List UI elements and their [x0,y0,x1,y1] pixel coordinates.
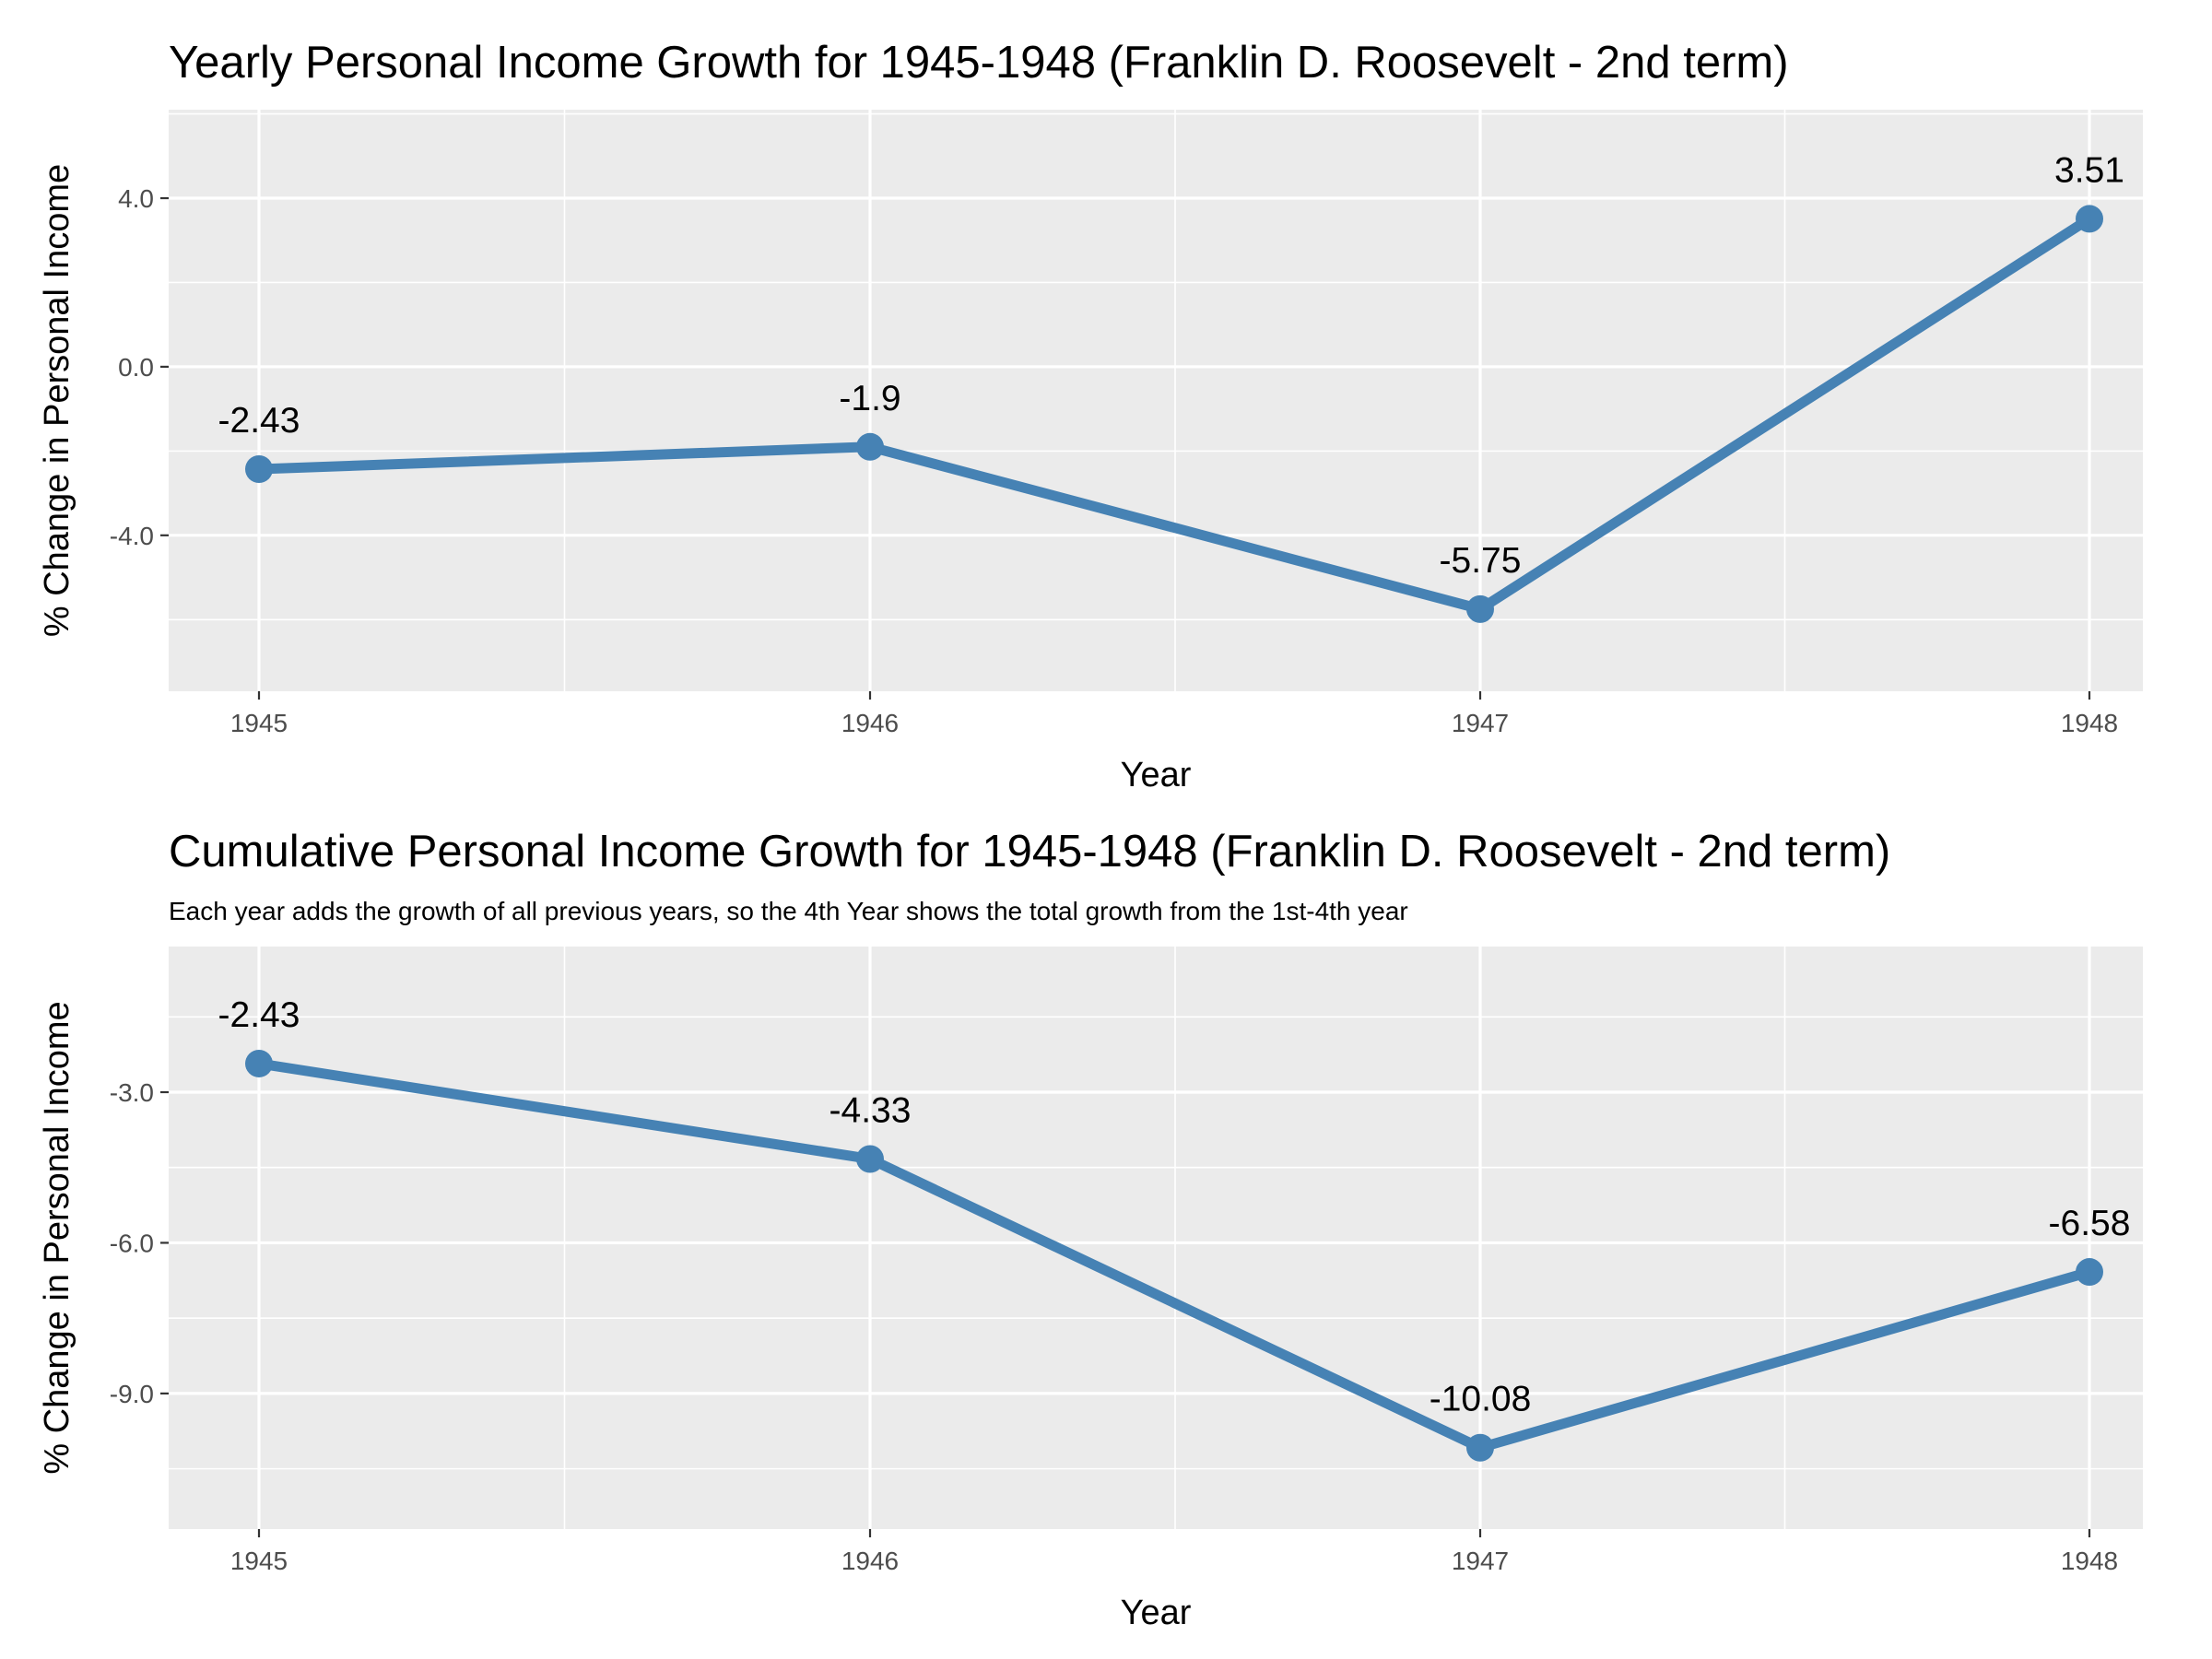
x-tick-label: 1945 [230,709,288,737]
chart-subtitle: Each year adds the growth of all previou… [169,897,1408,925]
x-tick-label: 1948 [2061,1547,2118,1575]
data-point [856,432,884,461]
axis-ticks [160,1090,2091,1537]
cumulative-growth-chart: Cumulative Personal Income Growth for 19… [38,827,2143,1632]
data-labels: -2.43 -4.33 -10.08 -6.58 [218,995,2131,1419]
data-point [1466,1433,1494,1462]
data-label: -5.75 [1440,541,1522,581]
gridlines [169,947,2143,1529]
tick-labels: 4.0 0.0 -4.0 1945 1946 1947 1948 [110,184,2118,737]
data-label: -4.33 [830,1090,912,1130]
y-tick-label: -3.0 [110,1078,154,1107]
y-tick-label: 0.0 [118,353,154,382]
x-tick-label: 1946 [841,709,899,737]
yearly-growth-chart: Yearly Personal Income Growth for 1945-1… [38,38,2143,794]
y-tick-label: -6.0 [110,1229,154,1257]
data-point [2076,205,2103,233]
data-point [245,1049,273,1077]
chart-title: Cumulative Personal Income Growth for 19… [169,827,1890,877]
x-tick-label: 1948 [2061,709,2118,737]
x-tick-label: 1946 [841,1547,899,1575]
x-tick-label: 1947 [1452,709,1509,737]
y-axis-title: % Change in Personal Income [38,164,76,637]
data-label: -10.08 [1430,1380,1532,1419]
axis-ticks [160,196,2091,700]
chart-title: Yearly Personal Income Growth for 1945-1… [169,38,1789,88]
data-label: 3.51 [2054,150,2124,190]
x-tick-label: 1945 [230,1547,288,1575]
series-line [258,1058,2091,1453]
series-layer [245,1049,2103,1462]
gridlines [169,110,2143,691]
data-label: -2.43 [218,995,300,1035]
y-tick-label: 4.0 [118,184,154,213]
y-tick-label: -4.0 [110,522,154,550]
series-line [258,214,2092,615]
plot-panel [169,947,2143,1529]
data-point [2076,1258,2103,1287]
series-layer [245,205,2103,623]
x-axis-title: Year [1121,756,1192,794]
data-point [245,455,273,484]
tick-labels: -3.0 -6.0 -9.0 1945 1946 1947 1948 [110,1078,2118,1575]
data-label: -1.9 [839,379,900,418]
data-labels: -2.43 -1.9 -5.75 3.51 [218,150,2124,580]
data-point [856,1145,884,1173]
x-axis-title: Year [1121,1594,1192,1632]
y-tick-label: -9.0 [110,1380,154,1408]
x-tick-label: 1947 [1452,1547,1509,1575]
data-label: -2.43 [218,401,300,441]
data-point [1466,594,1494,623]
data-label: -6.58 [2049,1204,2131,1243]
y-axis-title: % Change in Personal Income [38,1001,76,1474]
